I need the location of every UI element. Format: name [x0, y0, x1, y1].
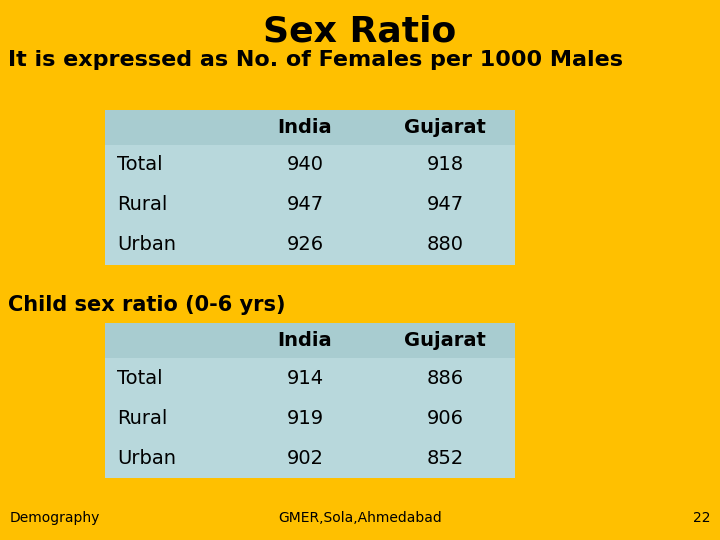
Text: 947: 947 [287, 195, 323, 214]
Text: Rural: Rural [117, 195, 167, 214]
Text: India: India [278, 331, 333, 350]
Text: 940: 940 [287, 156, 323, 174]
Text: 880: 880 [426, 235, 464, 254]
Text: Urban: Urban [117, 449, 176, 468]
Text: GMER,Sola,Ahmedabad: GMER,Sola,Ahmedabad [278, 511, 442, 525]
Text: 919: 919 [287, 408, 323, 428]
Text: 918: 918 [426, 156, 464, 174]
Text: 926: 926 [287, 235, 323, 254]
FancyBboxPatch shape [105, 145, 515, 185]
FancyBboxPatch shape [105, 323, 515, 358]
FancyBboxPatch shape [105, 225, 515, 265]
Text: Sex Ratio: Sex Ratio [264, 15, 456, 49]
Text: 886: 886 [426, 368, 464, 388]
Text: Urban: Urban [117, 235, 176, 254]
Text: Gujarat: Gujarat [404, 118, 486, 137]
Text: 914: 914 [287, 368, 323, 388]
Text: Gujarat: Gujarat [404, 331, 486, 350]
Text: India: India [278, 118, 333, 137]
Text: It is expressed as No. of Females per 1000 Males: It is expressed as No. of Females per 10… [8, 50, 623, 70]
Text: 902: 902 [287, 449, 323, 468]
FancyBboxPatch shape [105, 185, 515, 225]
FancyBboxPatch shape [105, 438, 515, 478]
Text: 22: 22 [693, 511, 710, 525]
FancyBboxPatch shape [105, 358, 515, 398]
Text: Total: Total [117, 156, 163, 174]
FancyBboxPatch shape [105, 398, 515, 438]
FancyBboxPatch shape [105, 110, 515, 145]
Text: Demography: Demography [10, 511, 100, 525]
Text: Total: Total [117, 368, 163, 388]
Text: 947: 947 [426, 195, 464, 214]
Text: 852: 852 [426, 449, 464, 468]
Text: Rural: Rural [117, 408, 167, 428]
Text: Child sex ratio (0-6 yrs): Child sex ratio (0-6 yrs) [8, 295, 286, 315]
Text: 906: 906 [426, 408, 464, 428]
